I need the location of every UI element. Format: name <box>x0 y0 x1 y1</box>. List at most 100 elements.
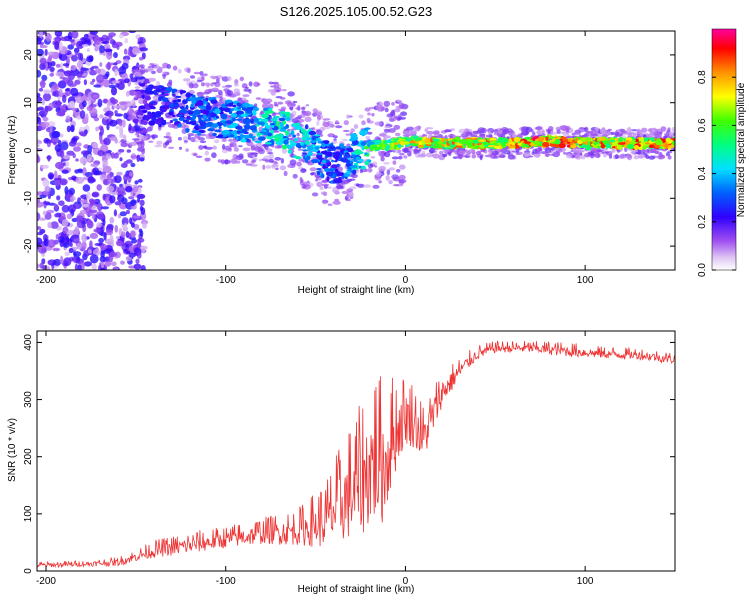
spectrogram-cell <box>553 143 560 148</box>
spectrogram-cell <box>103 116 109 120</box>
spectrogram-cell <box>283 139 289 145</box>
spectrogram-cell <box>523 145 530 148</box>
spectrogram-cell <box>346 188 354 193</box>
y-tick-label: 20 <box>23 49 34 61</box>
spectrogram-cell <box>172 118 178 122</box>
spectrogram-cell <box>665 152 671 157</box>
spectrogram-cell <box>37 107 42 112</box>
spectrogram-cell <box>574 129 581 135</box>
spectrogram-cell <box>585 130 590 134</box>
spectrogram-cell <box>93 84 101 88</box>
spectrogram-cell <box>139 64 145 69</box>
spectrogram-cell <box>398 174 406 180</box>
spectrogram-cell <box>320 191 327 195</box>
spectrogram-cell <box>355 183 360 187</box>
spectrogram-cell <box>137 178 143 183</box>
spectrogram-cell <box>234 79 239 85</box>
spectrogram-cell <box>242 102 250 108</box>
spectrogram-cell <box>37 112 40 118</box>
spectrogram-cell <box>380 156 385 162</box>
spectrogram-cell <box>611 148 616 153</box>
spectrogram-cell <box>134 132 139 136</box>
spectrogram-cell <box>186 128 190 131</box>
spectrogram-cell <box>438 150 444 155</box>
spectrogram-cell <box>98 214 104 220</box>
spectrogram-cell <box>100 250 105 258</box>
spectrogram-cell <box>79 110 86 119</box>
spectrogram-cell <box>199 71 204 76</box>
colorbar-tick-label: 0.2 <box>697 214 708 228</box>
spectrogram-cell <box>37 231 43 236</box>
spectrogram-cell <box>265 142 272 145</box>
spectrogram-cell <box>138 98 145 104</box>
spectrogram-cell <box>70 87 79 96</box>
spectrogram-cell <box>197 137 206 141</box>
spectrogram-cell <box>364 127 371 130</box>
spectrogram-cell <box>233 147 240 152</box>
spectrogram-cell <box>151 70 156 75</box>
spectrogram-cell <box>102 51 106 56</box>
spectrogram-cell <box>58 200 65 206</box>
spectrogram-cell <box>391 138 399 141</box>
spectrogram-cell <box>269 129 274 134</box>
spectrogram-cell <box>162 74 166 79</box>
spectrogram-cell <box>384 129 391 133</box>
spectrogram-cell <box>397 143 402 149</box>
spectrogram-cell <box>142 222 147 229</box>
spectrogram-cell <box>89 69 97 76</box>
spectrogram-cell <box>131 238 138 244</box>
spectrogram-cell <box>172 100 177 103</box>
spectrogram-cell <box>89 254 99 264</box>
spectrogram-cell <box>258 158 263 162</box>
spectrogram-cell <box>215 115 219 119</box>
spectrogram-cell <box>334 168 339 173</box>
spectrogram-cell <box>452 156 458 160</box>
spectrogram-cell <box>544 153 549 157</box>
spectrogram-cell <box>148 140 154 143</box>
spectrogram-cell <box>129 217 133 225</box>
spectrogram-cell <box>353 124 359 129</box>
spectrogram-cell <box>268 81 274 85</box>
spectrogram-cell <box>322 159 326 164</box>
spectrogram-cell <box>218 126 222 129</box>
spectrogram-cell <box>113 152 119 159</box>
spectrogram-cell <box>58 88 63 98</box>
spectrogram-cell <box>346 178 352 183</box>
spectrogram-cell <box>348 146 352 149</box>
spectrogram-cell <box>171 114 176 118</box>
y-tick-label: 300 <box>23 391 34 408</box>
spectrogram-cell <box>166 136 172 139</box>
spectrogram-cell <box>54 177 62 181</box>
spectrogram-cell <box>74 263 79 270</box>
spectrogram-cell <box>40 164 49 169</box>
spectrogram-cell <box>120 260 125 265</box>
spectrogram-cell <box>290 130 295 136</box>
spectrogram-cell <box>92 142 99 149</box>
spectrogram-cell <box>81 209 87 214</box>
spectrogram-cell <box>417 144 424 148</box>
spectrogram-cell <box>655 139 663 146</box>
spectrogram-cell <box>134 86 141 89</box>
spectrogram-cell <box>239 76 244 82</box>
spectrogram-cell <box>328 156 333 161</box>
spectrogram-cell <box>279 122 284 128</box>
spectrogram-cell <box>354 149 362 155</box>
spectrogram-cell <box>574 154 583 160</box>
spectrogram-cell <box>467 142 473 148</box>
spectrogram-cell <box>465 131 473 136</box>
spectrogram-cell <box>128 114 137 121</box>
spectrogram-cell <box>62 63 70 67</box>
spectrogram-cell <box>374 121 382 126</box>
spectrogram-cell <box>132 186 139 193</box>
spectrogram-cell <box>217 159 222 163</box>
spectrogram-cell <box>424 137 431 144</box>
spectrogram-cell <box>51 130 60 139</box>
spectrogram-cell <box>297 144 302 149</box>
spectrogram-cell <box>108 114 112 119</box>
spectrogram-cell <box>488 149 493 153</box>
spectrogram-cell <box>614 137 619 141</box>
spectrogram-cell <box>542 141 549 147</box>
spectrogram-cell <box>211 152 217 159</box>
spectrogram-cell <box>279 165 287 171</box>
spectrogram-cell <box>110 152 115 159</box>
